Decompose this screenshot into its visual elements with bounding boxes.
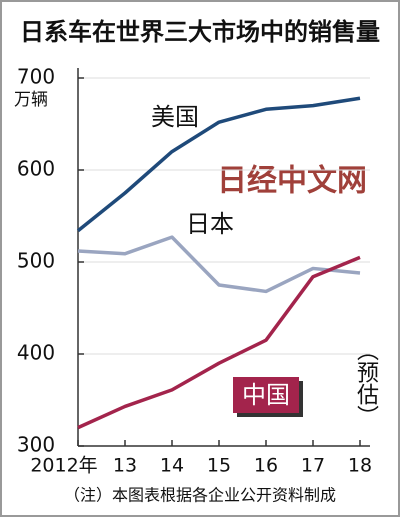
x-tick-label: 17 [301, 455, 325, 477]
label-box [233, 377, 299, 413]
chart-title: 日系车在世界三大市场中的销售量 [20, 18, 380, 46]
line [77, 235, 361, 294]
x-tick-label: 2012年 [30, 455, 97, 477]
series-label: 美国 [151, 103, 199, 131]
line [76, 96, 361, 233]
series-label: 中国 [242, 381, 290, 409]
forecast-note: （预估） [353, 339, 379, 427]
x-tick-label: 16 [254, 455, 278, 477]
footnote: （注）本图表根据各企业公开资料制成 [64, 486, 336, 505]
y-unit: 万辆 [14, 90, 48, 110]
line [77, 255, 361, 430]
x-tick-label: 13 [113, 455, 137, 477]
series-label: 日本 [186, 210, 234, 238]
x-tick-label: 14 [160, 455, 184, 477]
y-tick-label: 300 [17, 433, 55, 457]
y-tick-label: 400 [17, 341, 55, 365]
y-tick-label: 600 [17, 157, 55, 181]
y-tick-label: 500 [17, 249, 55, 273]
y-tick-label: 700 [17, 65, 55, 89]
watermark: 日经中文网 [217, 164, 367, 199]
x-tick-label: 15 [207, 455, 231, 477]
x-tick-label: 18 [348, 455, 372, 477]
